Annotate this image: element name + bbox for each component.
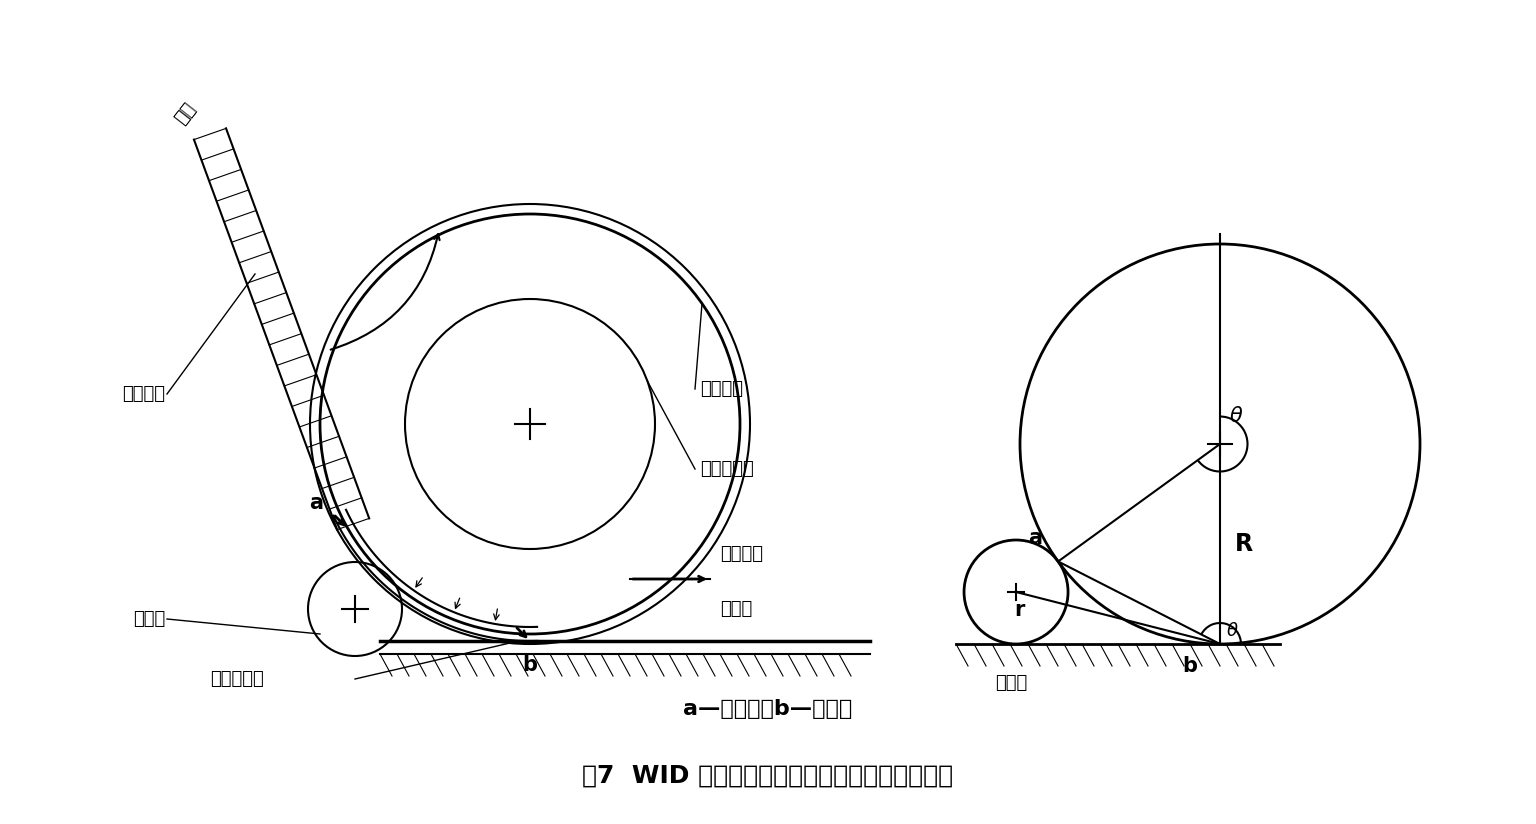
Text: 传动辊: 传动辊: [132, 610, 164, 628]
Text: 图7  WID 的结构（左）和理想结构示意图（右）: 图7 WID 的结构（左）和理想结构示意图（右）: [582, 764, 954, 788]
Text: 纤网方向: 纤网方向: [720, 545, 763, 563]
Text: a: a: [1028, 528, 1041, 549]
Text: 负压吸附力: 负压吸附力: [210, 670, 264, 688]
Text: b: b: [1183, 656, 1198, 676]
Text: b: b: [522, 655, 538, 675]
Text: θ: θ: [1227, 622, 1238, 640]
Text: a—握持点；b—转移点: a—握持点；b—转移点: [684, 699, 852, 719]
Text: 导网: 导网: [172, 100, 198, 128]
Text: a: a: [309, 493, 323, 513]
Text: 传动辊: 传动辊: [995, 674, 1028, 692]
Text: θ: θ: [1230, 406, 1243, 426]
Text: 传动辊: 传动辊: [720, 600, 753, 618]
Text: 透气网帘: 透气网帘: [121, 385, 164, 403]
Text: 抽吸作用区: 抽吸作用区: [700, 460, 754, 478]
Text: r: r: [1014, 600, 1025, 620]
Text: 凝棉尘笼: 凝棉尘笼: [700, 380, 743, 398]
Text: R: R: [1235, 532, 1253, 556]
